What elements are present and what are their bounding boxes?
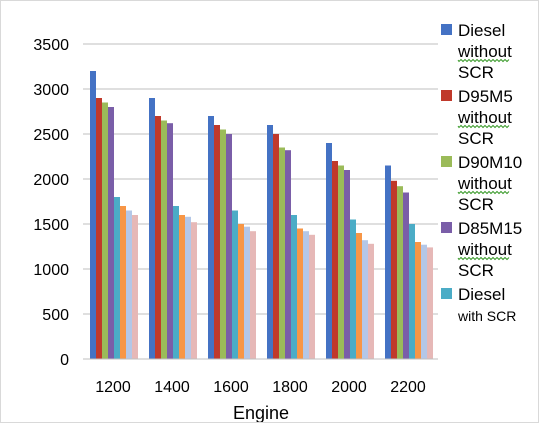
bar xyxy=(155,116,161,359)
legend-label: Diesel xyxy=(458,21,505,40)
x-axis-ticks: 1200 1400 1600 1800 2000 2200 xyxy=(95,379,426,396)
legend-label: D85M15 xyxy=(458,219,522,238)
x-tick-label: 1200 xyxy=(95,379,131,396)
y-tick-label: 3000 xyxy=(33,82,69,99)
bar xyxy=(220,129,226,359)
legend-label: without xyxy=(457,42,512,61)
bar xyxy=(427,247,433,359)
bar xyxy=(173,206,179,359)
bar xyxy=(409,224,415,359)
spellcheck-underline xyxy=(457,124,510,129)
bar xyxy=(403,192,409,359)
y-tick-label: 2500 xyxy=(33,127,69,144)
bar xyxy=(350,219,356,359)
legend-label: Diesel xyxy=(458,285,505,304)
bar xyxy=(208,116,214,359)
bar xyxy=(149,98,155,359)
spellcheck-underline xyxy=(457,190,510,195)
bar xyxy=(338,165,344,359)
legend-label: without xyxy=(457,240,512,259)
bar xyxy=(108,107,114,359)
bar xyxy=(238,224,244,359)
bar xyxy=(120,206,126,359)
x-axis-title: Engine xyxy=(233,403,289,422)
legend-label: D95M5 xyxy=(458,87,513,106)
bar xyxy=(344,170,350,359)
x-tick-label: 1400 xyxy=(154,379,190,396)
bar xyxy=(102,102,108,359)
x-tick-label: 1800 xyxy=(272,379,308,396)
y-tick-label: 0 xyxy=(60,352,69,369)
y-tick-label: 2000 xyxy=(33,172,69,189)
bar xyxy=(291,215,297,359)
bar xyxy=(244,226,250,359)
bar xyxy=(303,231,309,359)
bar xyxy=(226,134,232,359)
bar xyxy=(161,120,167,359)
bar xyxy=(179,215,185,359)
spellcheck-underline xyxy=(457,256,510,261)
y-tick-label: 1500 xyxy=(33,217,69,234)
bar xyxy=(397,186,403,359)
bar xyxy=(362,240,368,359)
x-tick-label: 2000 xyxy=(331,379,367,396)
bar xyxy=(96,98,102,359)
legend-swatch xyxy=(441,156,452,167)
y-tick-label: 500 xyxy=(42,307,69,324)
x-tick-label: 2200 xyxy=(390,379,426,396)
bar xyxy=(126,210,132,359)
legend-swatch xyxy=(441,288,452,299)
legend-label: SCR xyxy=(458,129,494,148)
bars xyxy=(90,71,433,359)
bar xyxy=(214,125,220,359)
bar xyxy=(279,147,285,359)
bar xyxy=(132,215,138,359)
bar xyxy=(385,165,391,359)
legend-label: without xyxy=(457,108,512,127)
legend-swatch xyxy=(441,24,452,35)
bar xyxy=(421,244,427,359)
legend-label: with SCR xyxy=(457,308,516,324)
bar xyxy=(309,234,315,359)
legend-label: SCR xyxy=(458,261,494,280)
bar xyxy=(114,197,120,359)
bar xyxy=(250,231,256,359)
y-tick-label: 1000 xyxy=(33,262,69,279)
bar xyxy=(368,243,374,359)
y-tick-label: 3500 xyxy=(33,37,69,54)
gridlines xyxy=(83,43,438,315)
bar xyxy=(191,222,197,359)
legend-label: D90M10 xyxy=(458,153,522,172)
bar xyxy=(232,210,238,359)
spellcheck-underline xyxy=(457,58,510,63)
legend-swatch xyxy=(441,222,452,233)
bar xyxy=(332,161,338,359)
legend-label: without xyxy=(457,174,512,193)
bar xyxy=(391,180,397,359)
bar xyxy=(273,134,279,359)
bar xyxy=(267,125,273,359)
y-axis-ticks: 0 500 1000 1500 2000 2500 3000 3500 xyxy=(33,37,69,369)
bar xyxy=(415,242,421,359)
bar xyxy=(285,150,291,359)
bar xyxy=(167,123,173,359)
bar xyxy=(90,71,96,359)
x-tick-label: 1600 xyxy=(213,379,249,396)
bar xyxy=(356,233,362,359)
legend-label: SCR xyxy=(458,63,494,82)
bar xyxy=(297,228,303,359)
legend-label: SCR xyxy=(458,195,494,214)
bar xyxy=(326,143,332,359)
legend-swatch xyxy=(441,90,452,101)
bar xyxy=(185,216,191,359)
legend: Diesel without SCR D95M5 without SCR D90M10 wit… xyxy=(441,21,522,324)
